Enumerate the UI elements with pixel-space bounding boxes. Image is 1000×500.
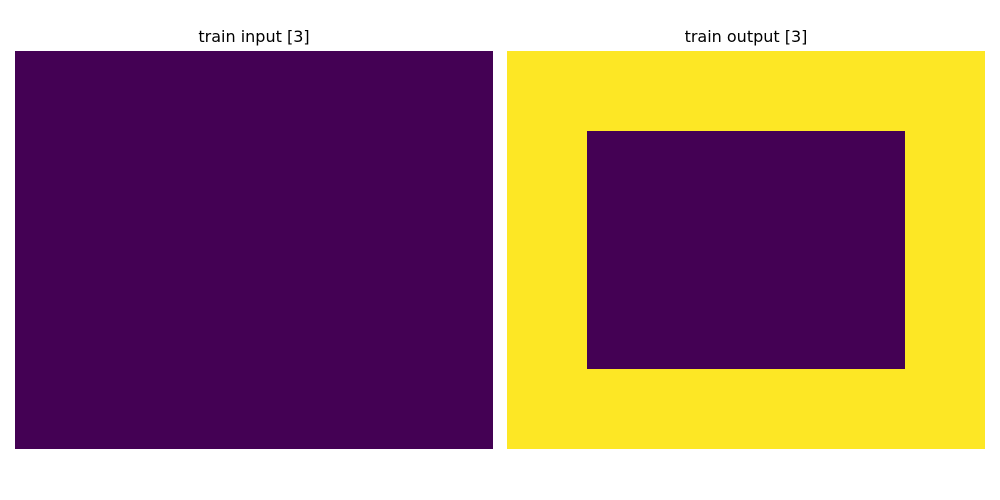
train-output-cell-r4-c5 [905, 369, 985, 449]
train-output-cell-r3-c3 [746, 290, 826, 369]
train-output-cell-r0-c2 [666, 51, 746, 131]
train-output-cell-r1-c2 [666, 131, 746, 210]
train-output-grid-canvas [507, 51, 985, 449]
train-input-cell-r1-c0 [15, 131, 95, 210]
train-output-cell-r1-c4 [826, 131, 905, 210]
train-input-cell-r4-c0 [15, 369, 95, 449]
train-input-cell-r0-c1 [95, 51, 174, 131]
train-input-cell-r2-c0 [15, 210, 95, 290]
train-output-cell-r0-c0 [507, 51, 587, 131]
train-input-cell-r3-c3 [254, 290, 334, 369]
train-input-cell-r2-c5 [413, 210, 493, 290]
train-output-cell-r1-c5 [905, 131, 985, 210]
train-output-cell-r0-c3 [746, 51, 826, 131]
train-output-cell-r3-c5 [905, 290, 985, 369]
train-input-cell-r0-c4 [334, 51, 413, 131]
train-input-cell-r4-c1 [95, 369, 174, 449]
train-input-cell-r0-c0 [15, 51, 95, 131]
train-output-cell-r3-c0 [507, 290, 587, 369]
train-input-cell-r1-c2 [174, 131, 254, 210]
train-output-cell-r1-c1 [587, 131, 666, 210]
train-input-cell-r0-c5 [413, 51, 493, 131]
train-input-cell-r0-c2 [174, 51, 254, 131]
train-output-cell-r4-c4 [826, 369, 905, 449]
train-output-cell-r3-c2 [666, 290, 746, 369]
train-output-cell-r1-c0 [507, 131, 587, 210]
train-output-cell-r2-c3 [746, 210, 826, 290]
train-input-title: train input [3] [198, 27, 310, 46]
train-input-cell-r4-c3 [254, 369, 334, 449]
train-input-cell-r3-c0 [15, 290, 95, 369]
train-output-cell-r4-c0 [507, 369, 587, 449]
train-input-grid-canvas [15, 51, 493, 449]
train-output-cell-r3-c4 [826, 290, 905, 369]
train-output-cell-r2-c0 [507, 210, 587, 290]
train-input-cell-r3-c5 [413, 290, 493, 369]
train-input-grid [15, 51, 493, 449]
train-input-cell-r4-c4 [334, 369, 413, 449]
train-output-title: train output [3] [684, 27, 808, 46]
train-input-cell-r1-c4 [334, 131, 413, 210]
train-input-cell-r1-c3 [254, 131, 334, 210]
train-input-cell-r2-c1 [95, 210, 174, 290]
train-input-cell-r3-c4 [334, 290, 413, 369]
train-output-grid [507, 51, 985, 449]
train-output-cell-r2-c4 [826, 210, 905, 290]
train-output-cell-r3-c1 [587, 290, 666, 369]
train-output-cell-r2-c2 [666, 210, 746, 290]
train-output-cell-r1-c3 [746, 131, 826, 210]
train-input-cell-r2-c2 [174, 210, 254, 290]
train-input-cell-r1-c1 [95, 131, 174, 210]
train-output-cell-r2-c5 [905, 210, 985, 290]
train-output-cell-r4-c2 [666, 369, 746, 449]
train-output-cell-r0-c1 [587, 51, 666, 131]
train-input-cell-r2-c3 [254, 210, 334, 290]
train-output-cell-r4-c1 [587, 369, 666, 449]
train-input-cell-r2-c4 [334, 210, 413, 290]
train-input-cell-r1-c5 [413, 131, 493, 210]
train-input-cell-r3-c2 [174, 290, 254, 369]
train-input-cell-r4-c5 [413, 369, 493, 449]
train-input-cell-r3-c1 [95, 290, 174, 369]
train-output-cell-r0-c5 [905, 51, 985, 131]
train-output-cell-r0-c4 [826, 51, 905, 131]
train-input-cell-r4-c2 [174, 369, 254, 449]
train-input-cell-r0-c3 [254, 51, 334, 131]
train-output-cell-r2-c1 [587, 210, 666, 290]
train-output-cell-r4-c3 [746, 369, 826, 449]
